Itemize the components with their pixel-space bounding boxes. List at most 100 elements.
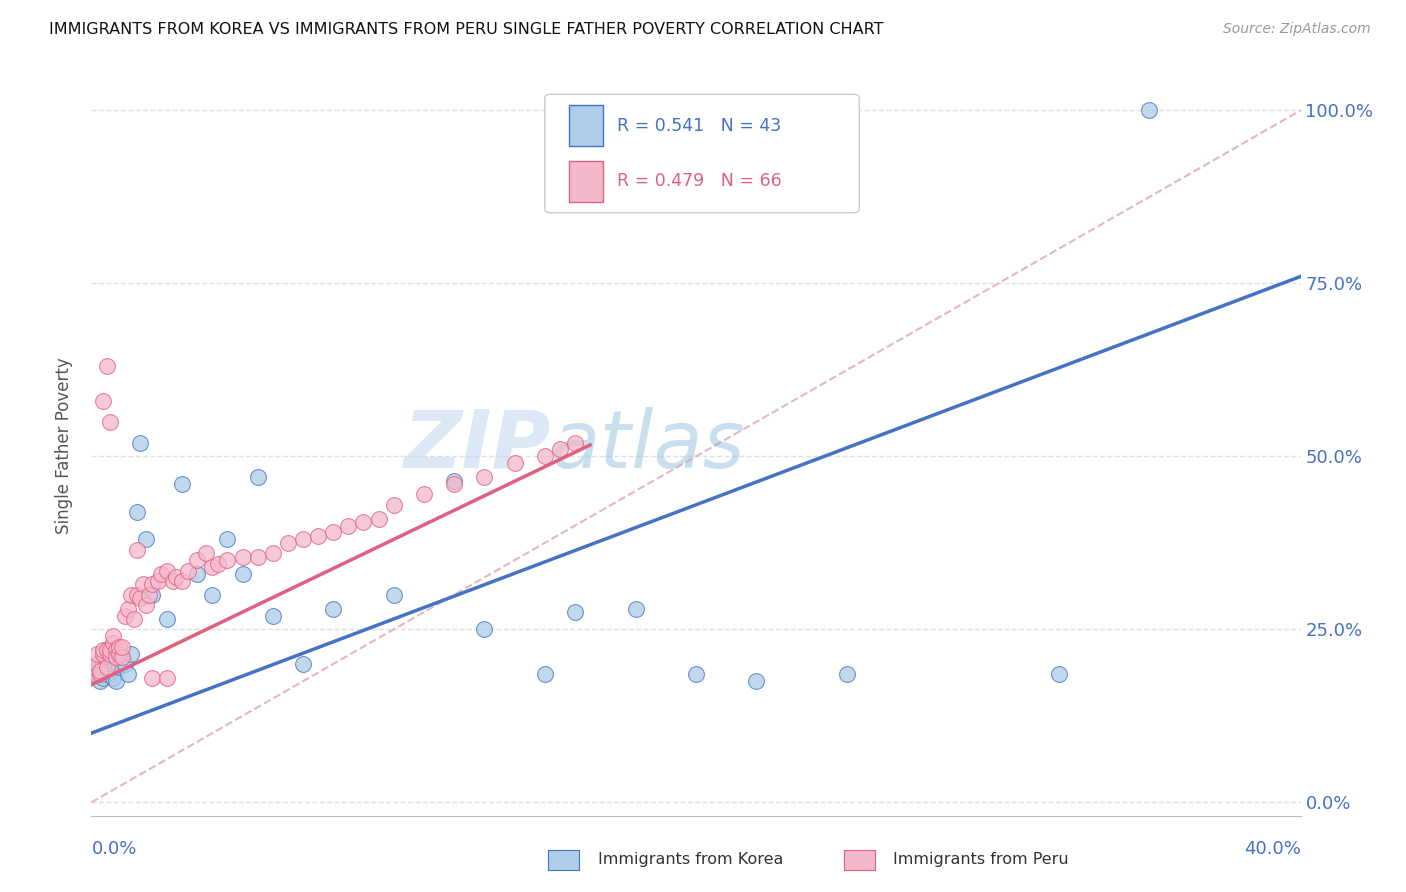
Text: R = 0.541   N = 43: R = 0.541 N = 43 (617, 117, 782, 135)
Point (135, 533, 157, 547)
Point (1047, 667, 1070, 681)
Point (186, 567, 208, 582)
Point (93, 657, 115, 671)
Text: IMMIGRANTS FROM KOREA VS IMMIGRANTS FROM PERU SINGLE FATHER POVERTY CORRELATION : IMMIGRANTS FROM KOREA VS IMMIGRANTS FROM… (49, 22, 884, 37)
FancyBboxPatch shape (544, 95, 859, 213)
Point (104, 674, 127, 689)
Point (156, 612, 179, 626)
Point (141, 671, 163, 685)
Point (307, 529, 329, 543)
Point (86, 647, 108, 661)
Point (125, 588, 148, 602)
Point (382, 498, 405, 512)
Point (89, 664, 111, 678)
Text: Source: ZipAtlas.com: Source: ZipAtlas.com (1223, 22, 1371, 37)
Point (1139, 103, 1161, 118)
Text: ZIP: ZIP (404, 407, 551, 485)
Point (564, 435, 586, 450)
Point (114, 657, 136, 671)
Point (443, 474, 465, 488)
FancyBboxPatch shape (569, 105, 603, 146)
Point (195, 546, 218, 560)
Point (162, 574, 184, 588)
Point (111, 640, 132, 654)
Point (96, 359, 118, 374)
Text: Immigrants from Peru: Immigrants from Peru (893, 853, 1069, 867)
Point (533, 450, 555, 464)
Point (745, 674, 768, 689)
Point (207, 557, 229, 571)
Point (472, 470, 495, 484)
Text: 0.0%: 0.0% (91, 840, 136, 858)
Point (472, 623, 495, 637)
Point (322, 525, 344, 540)
Point (128, 591, 150, 606)
Point (146, 574, 169, 588)
Point (83, 667, 105, 681)
Point (93, 643, 115, 657)
Point (533, 667, 555, 681)
Point (201, 560, 224, 574)
Point (83, 664, 105, 678)
Point (104, 650, 127, 665)
Point (367, 511, 389, 525)
Point (128, 435, 150, 450)
Point (89, 667, 111, 681)
Point (107, 640, 129, 654)
Point (217, 553, 239, 567)
Point (186, 553, 208, 567)
Point (98, 643, 121, 657)
Point (93, 394, 115, 409)
Point (217, 533, 239, 547)
Point (322, 601, 344, 615)
Point (96, 643, 118, 657)
Point (86, 657, 108, 671)
Point (201, 588, 224, 602)
Point (503, 456, 526, 470)
Point (96, 660, 118, 674)
Point (352, 515, 374, 529)
Point (138, 588, 160, 602)
Point (149, 567, 172, 582)
Point (172, 477, 194, 491)
Point (89, 674, 111, 689)
Text: atlas: atlas (551, 407, 745, 485)
Text: 40.0%: 40.0% (1244, 840, 1301, 858)
Point (292, 657, 315, 671)
Point (135, 598, 157, 612)
Text: Immigrants from Korea: Immigrants from Korea (598, 853, 783, 867)
Point (111, 650, 132, 665)
Point (548, 442, 571, 457)
Point (443, 477, 465, 491)
Point (107, 660, 129, 674)
Point (177, 564, 200, 578)
Point (117, 667, 139, 681)
Point (120, 647, 142, 661)
Point (564, 605, 586, 619)
Point (413, 487, 436, 501)
Point (172, 574, 194, 588)
Point (104, 643, 127, 657)
Point (141, 577, 163, 591)
Point (107, 647, 129, 661)
Point (101, 671, 124, 685)
Point (156, 671, 179, 685)
Point (86, 667, 108, 681)
Point (262, 608, 284, 623)
Point (337, 518, 360, 533)
Point (120, 588, 142, 602)
Point (101, 629, 124, 643)
Point (246, 470, 269, 484)
Point (98, 647, 121, 661)
Point (277, 536, 299, 550)
Point (83, 660, 105, 674)
Point (125, 505, 148, 519)
Point (685, 667, 707, 681)
Point (86, 657, 108, 671)
Point (624, 601, 647, 615)
Point (104, 650, 127, 665)
Point (262, 546, 284, 560)
Point (835, 667, 858, 681)
Point (122, 612, 145, 626)
FancyBboxPatch shape (569, 161, 603, 202)
